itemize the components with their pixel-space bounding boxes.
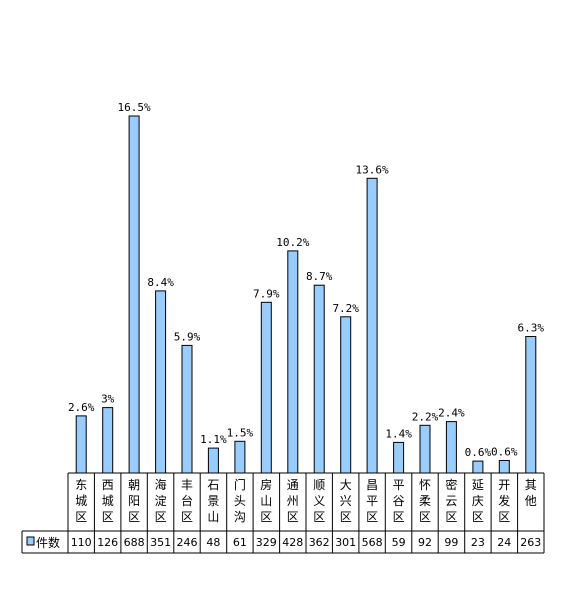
table-value-0: 110 (71, 536, 92, 549)
table-value-13: 92 (418, 536, 432, 549)
table-value-11: 568 (362, 536, 383, 549)
data-label-17: 6.3% (518, 322, 545, 335)
table-value-16: 24 (497, 536, 511, 549)
x-tick-label-11: 昌平区 (366, 478, 378, 524)
x-tick-label-17: 其他 (525, 478, 537, 508)
bar-7 (260, 301, 272, 474)
x-tick-label-3: 海淀区 (155, 477, 167, 524)
table-value-9: 362 (309, 536, 330, 549)
legend-label: 件数 (36, 535, 60, 550)
data-label-1: 3% (101, 393, 115, 406)
bar-8 (287, 250, 299, 474)
x-tick-label-16: 开发区 (498, 478, 510, 524)
data-label-5: 1.1% (200, 433, 227, 446)
x-tick-label-12: 平谷区 (393, 478, 405, 524)
data-label-12: 1.4% (385, 427, 412, 440)
bar-15 (472, 460, 484, 474)
bar-5 (207, 447, 219, 474)
table-value-8: 428 (282, 536, 303, 549)
x-tick-label-13: 怀柔区 (419, 478, 431, 524)
table-value-1: 126 (97, 536, 118, 549)
bar-13 (419, 424, 431, 474)
x-tick-label-4: 丰台区 (181, 478, 193, 524)
x-tick-label-7: 房山区 (260, 477, 272, 524)
data-label-16: 0.6% (491, 446, 518, 459)
data-label-9: 8.7% (306, 270, 333, 283)
data-label-11: 13.6% (356, 163, 389, 176)
bar-3 (155, 290, 167, 474)
legend-swatch (26, 536, 35, 546)
data-label-3: 8.4% (147, 276, 174, 289)
table-value-5: 48 (206, 536, 220, 549)
table-value-3: 351 (150, 536, 171, 549)
table-value-6: 61 (233, 536, 247, 549)
bars-layer: 2.6% 3% 16.5% 8.4% 5.9% 1.1%1.5% 7.9% 10.2% 8.7%… (68, 101, 545, 474)
data-label-6: 1.5% (227, 426, 254, 439)
table-value-7: 329 (256, 536, 277, 549)
data-table: 东城区 西城区 朝阳区 海淀区 丰台区 石景山 门头沟 房山区 通州区 顺义区 大兴区 昌平区 平谷区 怀… (21, 472, 545, 554)
bar-12 (393, 441, 405, 474)
bar-0 (75, 415, 87, 474)
bar-2 (128, 115, 140, 474)
x-tick-label-15: 延庆区 (472, 478, 484, 524)
table-value-15: 23 (471, 536, 485, 549)
x-tick-label-14: 密云区 (445, 477, 457, 524)
table-value-12: 59 (392, 536, 406, 549)
bar-4 (181, 344, 193, 474)
x-tick-label-1: 西城区 (102, 478, 114, 524)
data-label-15: 0.6% (465, 446, 492, 459)
data-label-14: 2.4% (438, 407, 465, 420)
bar-10 (340, 316, 352, 474)
x-tick-label-0: 东城区 (75, 478, 87, 524)
data-label-8: 10.2% (276, 236, 309, 249)
bar-6 (234, 440, 246, 474)
x-tick-label-8: 通州区 (287, 478, 299, 524)
table-value-17: 263 (520, 536, 541, 549)
table-value-14: 99 (444, 536, 458, 549)
table-value-4: 246 (177, 536, 198, 549)
bar-9 (313, 284, 325, 474)
data-label-4: 5.9% (174, 330, 201, 343)
data-label-2: 16.5% (118, 101, 151, 114)
bar-1 (102, 407, 114, 474)
data-label-13: 2.2% (412, 410, 439, 423)
x-tick-label-2: 朝阳区 (128, 478, 140, 524)
bar-11 (366, 177, 378, 474)
bar-17 (525, 336, 537, 474)
x-tick-label-9: 顺义区 (313, 478, 325, 524)
table-value-10: 301 (335, 536, 356, 549)
data-label-7: 7.9% (253, 287, 280, 300)
data-label-0: 2.6% (68, 401, 95, 414)
x-tick-label-10: 大兴区 (340, 478, 352, 524)
bar-16 (498, 460, 510, 474)
data-label-10: 7.2% (332, 302, 359, 315)
x-tick-label-6: 门头沟 (234, 477, 246, 524)
table-value-2: 688 (124, 536, 145, 549)
bar-14 (445, 421, 457, 474)
x-tick-label-5: 石景山 (207, 478, 219, 524)
